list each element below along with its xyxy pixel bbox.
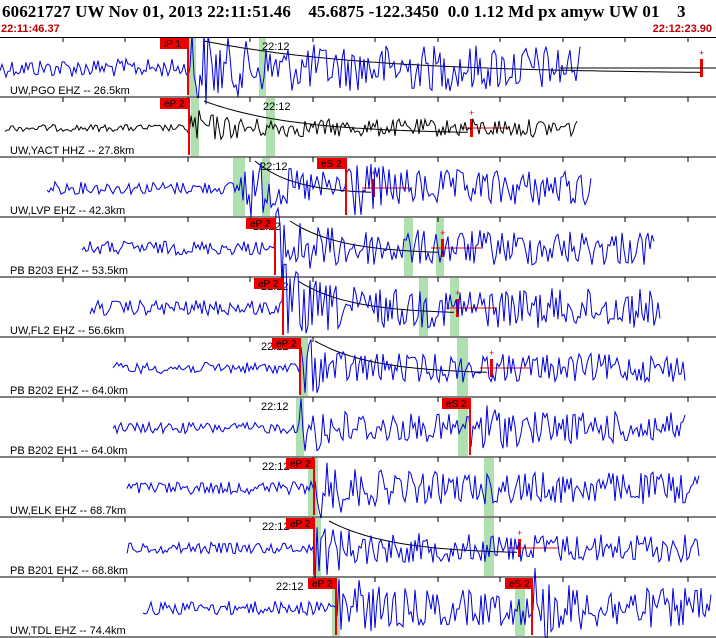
s-pick-flag[interactable] <box>317 158 346 169</box>
station-label: UW,TDL EHZ -- 74.4km <box>10 625 126 637</box>
waveform <box>126 462 700 519</box>
trace-row[interactable]: 22:12 eP 2 eS 2 UW,TDL EHZ -- 74.4km <box>0 567 716 638</box>
station-label: PB B202 EH1 -- 64.0km <box>10 445 127 457</box>
trace-row[interactable]: 22:12+eP 2PB B202 EHZ -- 64.0km <box>0 337 716 398</box>
pick-window <box>300 338 308 396</box>
event-title: 60621727 UW Nov 01, 2013 22:11:51.46 45.… <box>2 2 686 21</box>
coda-marker[interactable] <box>441 239 444 257</box>
station-label: UW,LVP EHZ -- 42.3km <box>10 205 125 217</box>
waveform <box>126 527 700 582</box>
p-pick-label: eP 2 <box>164 99 185 110</box>
p-pick-label: eP 2 <box>258 279 279 290</box>
minute-label: 22:12 <box>262 41 290 53</box>
pick-window <box>313 518 321 576</box>
minute-label: 22:12 <box>263 101 291 113</box>
pick-window <box>404 218 413 276</box>
coda-curve <box>297 280 455 313</box>
event-header: 60621727 UW Nov 01, 2013 22:11:51.46 45.… <box>0 0 716 37</box>
p-pick-label: eP 2 <box>312 579 333 590</box>
coda-marker[interactable] <box>372 179 375 197</box>
trace-row[interactable]: 22:12 + eS 2 UW,LVP EHZ -- 42.3km <box>0 157 716 218</box>
pick-window <box>233 158 245 216</box>
pick-window <box>188 38 196 96</box>
pick-window <box>191 98 199 156</box>
p-pick-label: eP 2 <box>250 219 271 230</box>
p-pick-flag[interactable] <box>254 278 283 289</box>
coda-plus: + <box>440 228 445 238</box>
station-label: PB B202 EHZ -- 64.0km <box>10 385 128 397</box>
coda-curve <box>328 520 518 553</box>
pick-window <box>436 218 444 276</box>
trace-row[interactable]: 22:12+eP 2PB B203 EHZ -- 53.5km <box>0 206 716 286</box>
p-pick-flag[interactable] <box>286 518 314 529</box>
s-pick-label: eS 2 <box>321 159 342 170</box>
p-pick-label: iP 1 <box>164 39 181 50</box>
p-pick-flag[interactable] <box>246 218 275 229</box>
coda-plus: + <box>517 528 522 538</box>
pick-window <box>450 278 459 336</box>
s-pick-label: eS 2 <box>446 399 467 410</box>
window-start-time: 22:11:46.37 <box>1 23 60 35</box>
p-pick-label: eP 2 <box>290 519 311 530</box>
trace-row[interactable]: 22:12 + iP 1 UW,PGO EHZ -- 26.5km <box>0 37 716 105</box>
s-pick-flag[interactable] <box>505 578 532 589</box>
pick-window <box>457 338 468 396</box>
station-label: UW,PGO EHZ -- 26.5km <box>10 85 130 97</box>
waveform <box>0 37 581 105</box>
p-pick-flag[interactable] <box>160 38 188 49</box>
pick-window <box>259 38 266 96</box>
minute-label: 22:12 <box>260 161 288 173</box>
trace-row[interactable]: 22:12 eS 2 PB B202 EH1 -- 64.0km <box>0 397 716 458</box>
minute-label: 22:12 <box>262 521 290 533</box>
s-pick-label: eS 2 <box>509 579 530 590</box>
p-pick-flag[interactable] <box>160 98 189 109</box>
coda-plus: + <box>455 288 460 298</box>
pick-window <box>484 458 494 516</box>
station-label: UW,FL2 EHZ -- 56.6km <box>10 325 124 337</box>
trace-row[interactable]: 22:12 + eP 2 PB B201 EHZ -- 68.8km <box>0 517 716 582</box>
minute-label: 22:12 <box>261 401 289 413</box>
coda-plus: + <box>469 108 474 118</box>
window-end-time: 22:12:23.90 <box>652 23 712 35</box>
trace-row[interactable]: 22:12 eP 2 UW,ELK EHZ -- 68.7km <box>0 457 716 519</box>
station-label: PB B201 EHZ -- 68.8km <box>10 565 128 577</box>
waveform <box>112 339 686 393</box>
trace-row[interactable]: 22:12+eP 2UW,FL2 EHZ -- 56.6km <box>0 263 716 338</box>
waveform <box>112 398 686 452</box>
p-pick-label: eP 2 <box>290 459 311 470</box>
coda-plus: + <box>699 48 704 58</box>
waveform <box>4 110 578 141</box>
pick-window <box>262 158 270 216</box>
coda-marker[interactable] <box>490 359 493 377</box>
s-pick-flag[interactable] <box>442 398 470 409</box>
waveform <box>89 263 661 334</box>
p-pick-flag[interactable] <box>308 578 336 589</box>
station-label: PB B203 EHZ -- 53.5km <box>10 265 128 277</box>
minute-label: 22:12 <box>262 461 290 473</box>
trace-panel[interactable]: 22:12 + iP 1 UW,PGO EHZ -- 26.5km 22:12 + eP 2… <box>0 37 716 638</box>
waveform <box>81 206 655 286</box>
waveform <box>142 567 712 638</box>
p-pick-flag[interactable] <box>272 338 300 349</box>
coda-plus: + <box>489 348 494 358</box>
minute-label: 22:12 <box>276 581 304 593</box>
trace-row[interactable]: 22:12 + eP 2 UW,YACT HHZ -- 27.8km <box>0 97 716 158</box>
coda-plus: + <box>371 168 376 178</box>
pick-window <box>458 398 468 456</box>
pick-window <box>266 98 275 156</box>
p-pick-flag[interactable] <box>286 458 314 469</box>
pick-window <box>296 398 304 456</box>
waveform <box>46 162 592 217</box>
p-pick-label: eP 2 <box>276 339 297 350</box>
pick-window <box>484 518 494 576</box>
station-label: UW,YACT HHZ -- 27.8km <box>10 145 134 157</box>
station-label: UW,ELK EHZ -- 68.7km <box>10 505 126 517</box>
